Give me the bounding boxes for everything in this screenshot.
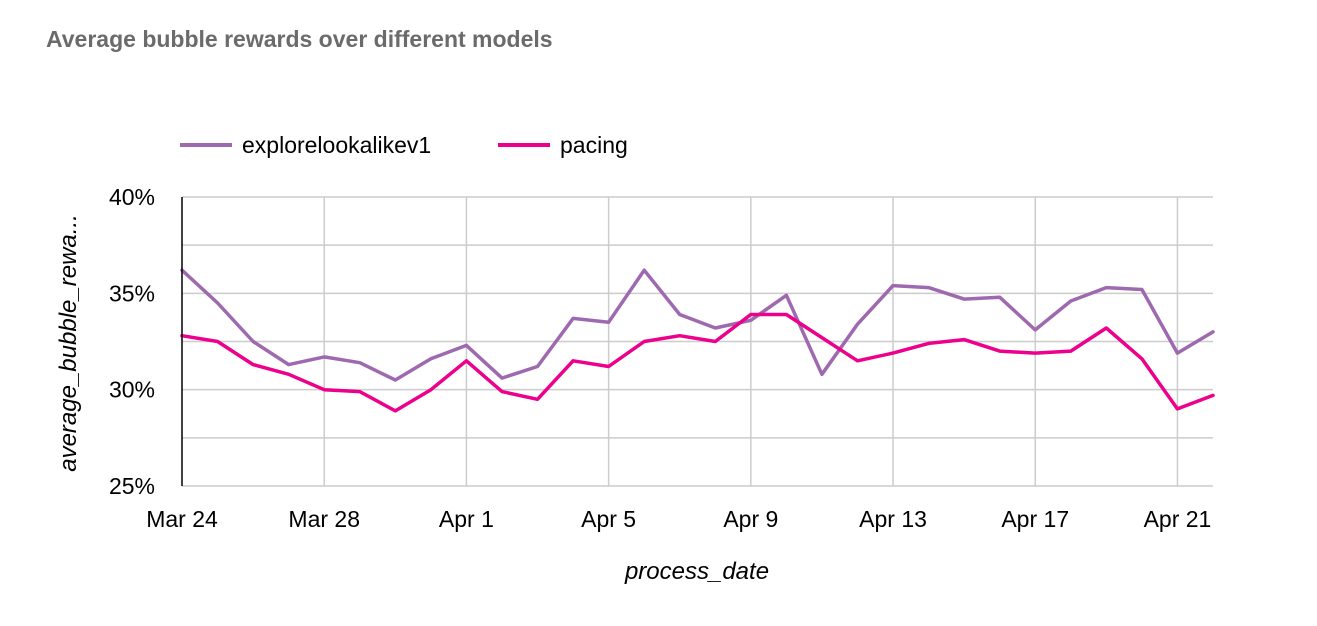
x-tick-label: Mar 24 <box>146 506 218 532</box>
y-tick-label: 35% <box>109 280 155 306</box>
series-line-pacing <box>180 312 1215 413</box>
legend-item-pacing[interactable]: pacing <box>498 132 628 158</box>
y-tick-label: 30% <box>109 377 155 403</box>
x-axis-title: process_date <box>624 558 769 585</box>
legend-label: pacing <box>560 132 628 158</box>
y-axis-title: average_bubble_rewa... <box>55 214 82 472</box>
x-tick-label: Apr 9 <box>723 506 778 532</box>
x-tick-label: Apr 5 <box>581 506 636 532</box>
grid-lines <box>182 196 1213 487</box>
series-lines <box>180 268 1215 413</box>
axes: 40% 35% 30% 25% Mar 24 Mar 28 Apr 1 Apr 5 Apr 9 A… <box>109 184 1211 532</box>
x-tick-label: Apr 13 <box>859 506 927 532</box>
series-line-explorelookalikev1 <box>180 268 1215 382</box>
x-tick-label: Apr 17 <box>1001 506 1069 532</box>
x-tick-label: Mar 28 <box>288 506 360 532</box>
x-tick-label: Apr 1 <box>439 506 494 532</box>
x-tick-label: Apr 21 <box>1144 506 1212 532</box>
legend-label: explorelookalikev1 <box>242 132 431 158</box>
chart-title: Average bubble rewards over different mo… <box>46 26 553 52</box>
y-tick-label: 25% <box>109 473 155 499</box>
legend-item-explorelookalikev1[interactable]: explorelookalikev1 <box>180 132 431 158</box>
y-tick-label: 40% <box>109 184 155 210</box>
legend[interactable]: explorelookalikev1 pacing <box>180 132 628 158</box>
